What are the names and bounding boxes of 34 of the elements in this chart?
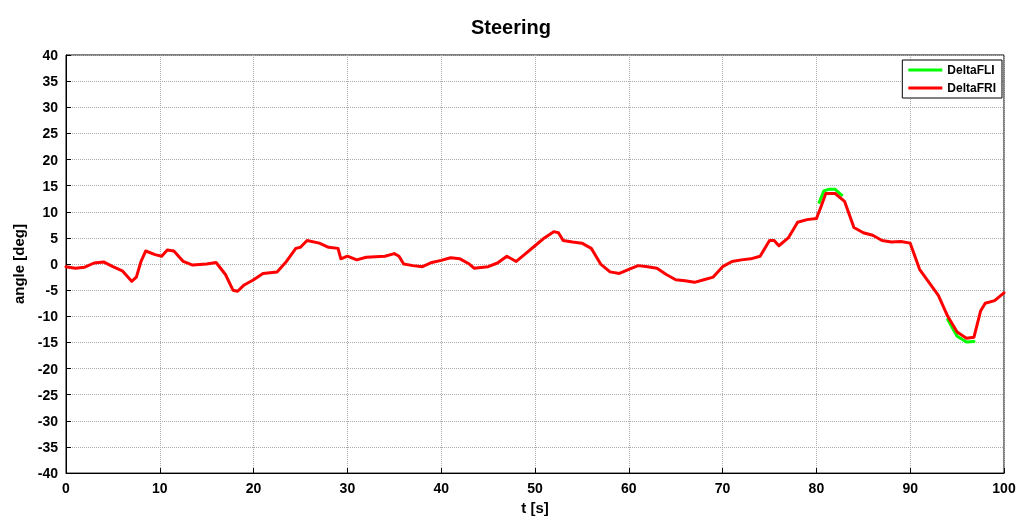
y-tick-label: 25 bbox=[42, 125, 59, 142]
y-tick-label: -25 bbox=[37, 386, 59, 403]
y-tick-label: 15 bbox=[42, 177, 59, 194]
y-tick-label: 35 bbox=[42, 73, 59, 90]
x-tick-label: 40 bbox=[433, 480, 450, 497]
x-axis-title: t [s] bbox=[521, 499, 549, 516]
x-tick-label: 100 bbox=[992, 480, 1016, 497]
chart-title: Steering bbox=[470, 16, 552, 38]
y-tick-label: -40 bbox=[37, 465, 59, 482]
x-tick-label: 80 bbox=[808, 480, 825, 497]
y-axis-title: angle [deg] bbox=[10, 224, 27, 305]
x-tick-label: 30 bbox=[339, 480, 356, 497]
x-tick-label: 20 bbox=[245, 480, 262, 497]
x-tick-label: 60 bbox=[621, 480, 637, 497]
y-tick-label: -15 bbox=[37, 334, 59, 351]
legend-label: DeltaFLI bbox=[947, 63, 995, 77]
line-series bbox=[64, 192, 1006, 340]
x-tick-label: 70 bbox=[714, 480, 731, 497]
legend-label: DeltaFRI bbox=[947, 81, 997, 95]
x-tick-label: 10 bbox=[152, 480, 168, 497]
y-tick-label: -30 bbox=[37, 412, 59, 429]
y-tick-label: 5 bbox=[50, 229, 59, 246]
y-tick-label: -20 bbox=[37, 360, 59, 377]
y-tick-label: -5 bbox=[45, 282, 59, 299]
x-tick-label: 0 bbox=[62, 480, 71, 497]
y-tick-label: -10 bbox=[37, 308, 59, 325]
y-tick-label: 30 bbox=[42, 99, 59, 116]
y-tick-label: 0 bbox=[50, 256, 59, 273]
y-tick-label: 10 bbox=[42, 203, 59, 220]
x-tick-label: 90 bbox=[902, 480, 919, 497]
y-tick-label: -35 bbox=[37, 438, 59, 455]
y-tick-label: 20 bbox=[42, 151, 59, 168]
x-tick-label: 50 bbox=[527, 480, 543, 497]
y-tick-label: 40 bbox=[42, 47, 59, 63]
